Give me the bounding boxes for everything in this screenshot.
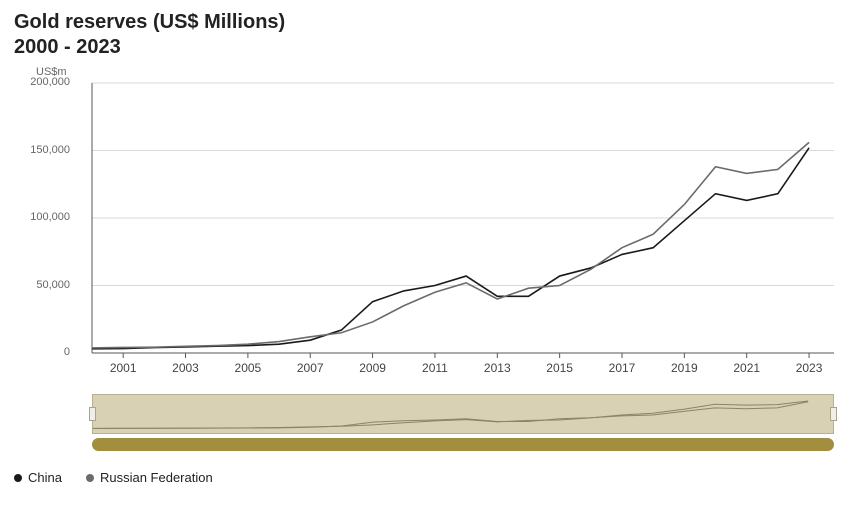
legend-item-russia: Russian Federation	[86, 470, 213, 485]
title-line-2: 2000 - 2023	[14, 36, 121, 58]
brush-svg	[93, 395, 833, 433]
x-tick-label: 2015	[540, 361, 580, 375]
legend-label-russia: Russian Federation	[100, 470, 213, 485]
x-tick-label: 2011	[415, 361, 455, 375]
brush-handle-left[interactable]	[89, 407, 96, 421]
x-tick-label: 2007	[290, 361, 330, 375]
y-tick-label: 200,000	[14, 76, 70, 88]
legend-dot-russia	[86, 474, 94, 482]
x-tick-label: 2005	[228, 361, 268, 375]
y-tick-label: 0	[14, 346, 70, 358]
y-tick-label: 150,000	[14, 144, 70, 156]
y-tick-label: 100,000	[14, 211, 70, 223]
brush-handle-right[interactable]	[830, 407, 837, 421]
legend: China Russian Federation	[14, 470, 213, 485]
legend-dot-china	[14, 474, 22, 482]
x-tick-label: 2009	[353, 361, 393, 375]
x-tick-label: 2017	[602, 361, 642, 375]
x-tick-label: 2003	[166, 361, 206, 375]
x-tick-label: 2001	[103, 361, 143, 375]
chart-title: Gold reserves (US$ Millions) 2000 - 2023	[14, 10, 848, 60]
x-tick-label: 2013	[477, 361, 517, 375]
legend-item-china: China	[14, 470, 62, 485]
title-line-1: Gold reserves (US$ Millions)	[14, 11, 285, 33]
page: Gold reserves (US$ Millions) 2000 - 2023…	[0, 0, 848, 511]
gold-scrollbar[interactable]	[92, 438, 834, 451]
y-tick-label: 50,000	[14, 279, 70, 291]
x-tick-label: 2023	[789, 361, 829, 375]
x-tick-label: 2021	[727, 361, 767, 375]
legend-label-china: China	[28, 470, 62, 485]
range-brush[interactable]	[92, 394, 834, 434]
chart-svg	[14, 68, 834, 378]
x-tick-label: 2019	[664, 361, 704, 375]
main-chart: US$m 050,000100,000150,000200,000 200120…	[14, 68, 834, 378]
